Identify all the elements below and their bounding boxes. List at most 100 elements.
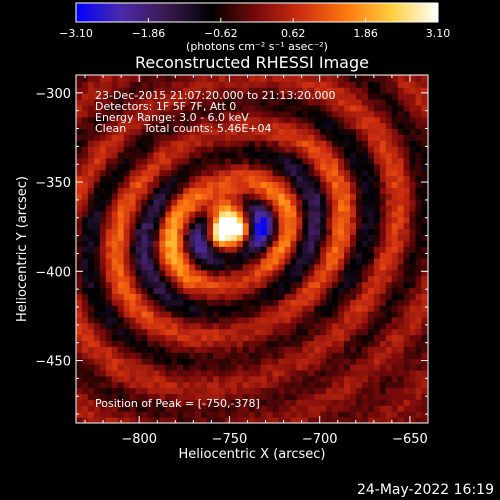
image-pixel bbox=[373, 316, 381, 324]
image-pixel bbox=[254, 205, 262, 212]
image-pixel bbox=[314, 116, 321, 124]
image-pixel bbox=[248, 146, 256, 153]
image-pixel bbox=[326, 152, 333, 159]
image-pixel bbox=[81, 81, 89, 88]
image-pixel bbox=[248, 387, 256, 395]
image-pixel bbox=[135, 252, 143, 259]
image-pixel bbox=[367, 405, 375, 412]
image-pixel bbox=[135, 411, 143, 418]
image-pixel bbox=[260, 411, 268, 418]
image-pixel bbox=[93, 122, 101, 130]
image-pixel bbox=[314, 328, 321, 336]
image-pixel bbox=[93, 299, 101, 306]
image-pixel bbox=[248, 252, 256, 259]
image-pixel bbox=[379, 87, 387, 94]
image-pixel bbox=[266, 181, 274, 188]
image-pixel bbox=[218, 417, 226, 423]
image-pixel bbox=[177, 246, 184, 253]
image-pixel bbox=[177, 263, 184, 271]
image-pixel bbox=[105, 381, 113, 389]
image-pixel bbox=[379, 275, 387, 283]
image-pixel bbox=[391, 181, 399, 188]
image-pixel bbox=[117, 352, 125, 359]
image-pixel bbox=[135, 293, 143, 300]
image-pixel bbox=[236, 269, 244, 277]
image-pixel bbox=[159, 316, 166, 324]
image-pixel bbox=[308, 99, 315, 106]
image-pixel bbox=[218, 187, 226, 194]
image-pixel bbox=[391, 122, 399, 130]
image-pixel bbox=[350, 352, 357, 359]
image-pixel bbox=[278, 169, 285, 177]
image-pixel bbox=[236, 234, 244, 241]
image-pixel bbox=[117, 334, 125, 342]
image-pixel bbox=[248, 81, 256, 88]
image-pixel bbox=[230, 328, 238, 336]
image-pixel bbox=[373, 122, 381, 130]
image-pixel bbox=[242, 305, 250, 312]
image-pixel bbox=[391, 352, 399, 359]
image-pixel bbox=[278, 140, 285, 147]
image-pixel bbox=[272, 293, 280, 300]
image-pixel bbox=[355, 299, 363, 306]
image-pixel bbox=[141, 417, 148, 423]
image-pixel bbox=[248, 316, 256, 324]
image-pixel bbox=[361, 417, 369, 423]
image-pixel bbox=[403, 175, 411, 183]
image-pixel bbox=[373, 104, 381, 112]
image-pixel bbox=[350, 104, 357, 112]
image-pixel bbox=[415, 93, 422, 100]
image-pixel bbox=[81, 140, 89, 147]
image-pixel bbox=[355, 104, 363, 112]
image-pixel bbox=[403, 263, 411, 271]
image-pixel bbox=[153, 316, 160, 324]
image-pixel bbox=[320, 263, 327, 271]
image-pixel bbox=[189, 370, 196, 377]
image-pixel bbox=[213, 157, 220, 165]
image-pixel bbox=[409, 334, 417, 342]
image-pixel bbox=[111, 175, 119, 183]
image-pixel bbox=[201, 181, 208, 188]
image-pixel bbox=[367, 287, 375, 294]
image-pixel bbox=[171, 75, 178, 82]
image-pixel bbox=[326, 299, 333, 306]
image-pixel bbox=[236, 157, 244, 165]
image-pixel bbox=[314, 187, 321, 194]
image-pixel bbox=[254, 181, 262, 188]
image-pixel bbox=[224, 370, 232, 377]
image-pixel bbox=[344, 299, 351, 306]
image-pixel bbox=[129, 175, 137, 183]
image-pixel bbox=[195, 399, 202, 406]
image-pixel bbox=[367, 216, 375, 224]
image-pixel bbox=[338, 393, 345, 400]
image-pixel bbox=[302, 263, 309, 271]
image-pixel bbox=[242, 381, 250, 389]
image-pixel bbox=[260, 87, 268, 94]
image-pixel bbox=[213, 263, 220, 271]
image-pixel bbox=[224, 134, 232, 141]
image-pixel bbox=[260, 364, 268, 371]
image-pixel bbox=[266, 387, 274, 395]
image-pixel bbox=[99, 234, 107, 241]
image-pixel bbox=[361, 134, 369, 141]
image-pixel bbox=[129, 181, 137, 188]
image-pixel bbox=[171, 275, 178, 283]
image-pixel bbox=[397, 299, 405, 306]
image-pixel bbox=[99, 199, 107, 206]
image-pixel bbox=[242, 122, 250, 130]
image-pixel bbox=[278, 152, 285, 159]
image-pixel bbox=[409, 222, 417, 230]
image-pixel bbox=[391, 246, 399, 253]
image-pixel bbox=[218, 358, 226, 365]
image-pixel bbox=[314, 287, 321, 294]
image-pixel bbox=[171, 104, 178, 112]
image-pixel bbox=[302, 352, 309, 359]
image-pixel bbox=[87, 87, 95, 94]
image-pixel bbox=[189, 152, 196, 159]
image-pixel bbox=[117, 99, 125, 106]
image-pixel bbox=[230, 405, 238, 412]
image-pixel bbox=[159, 364, 166, 371]
image-pixel bbox=[266, 399, 274, 406]
image-pixel bbox=[236, 334, 244, 342]
image-pixel bbox=[129, 305, 137, 312]
